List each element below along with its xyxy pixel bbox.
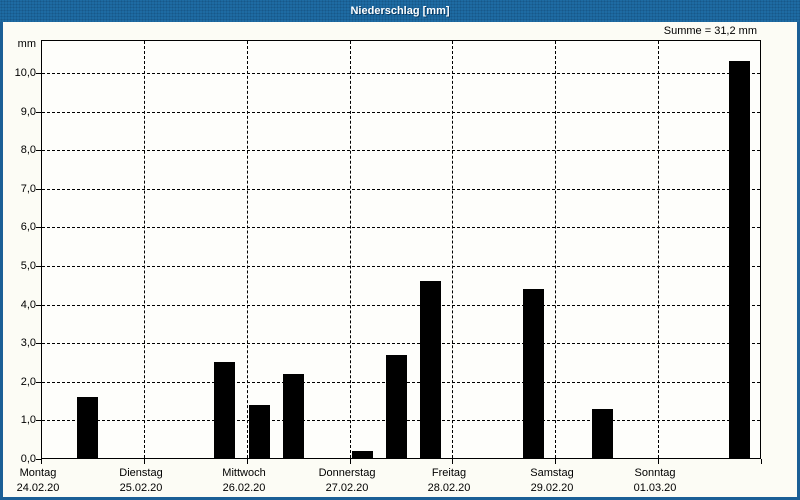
y-gridline: [42, 305, 760, 306]
x-date-label: 27.02.20: [325, 482, 369, 494]
y-tick-label: 1,0: [20, 414, 36, 426]
x-date-label: 25.02.20: [119, 482, 163, 494]
y-tick-label: 6,0: [20, 221, 36, 233]
y-tick-label: 7,0: [20, 183, 36, 195]
y-tick-label: 9,0: [20, 106, 36, 118]
window-titlebar: Niederschlag [mm]: [0, 0, 800, 22]
y-gridline: [42, 150, 760, 151]
bar: [352, 451, 373, 459]
y-gridline: [42, 266, 760, 267]
y-gridline: [42, 189, 760, 190]
y-tick: [36, 112, 41, 113]
bar: [283, 374, 304, 459]
y-tick-label: 0,0: [20, 453, 36, 465]
bar: [523, 289, 544, 459]
y-tick-label: 2,0: [20, 376, 36, 388]
x-date-label: 01.03.20: [633, 482, 677, 494]
x-gridline: [144, 41, 145, 458]
y-tick: [36, 227, 41, 228]
sum-label: Summe = 31,2 mm: [663, 25, 757, 37]
window-border-bottom: [0, 497, 800, 500]
x-day-label: Dienstag: [119, 467, 163, 479]
bar: [729, 61, 750, 459]
window-border-left: [0, 22, 3, 500]
x-tick: [452, 459, 453, 464]
y-tick-label: 3,0: [20, 337, 36, 349]
y-tick: [36, 343, 41, 344]
x-tick: [144, 459, 145, 464]
x-date-label: 29.02.20: [530, 482, 574, 494]
y-tick: [36, 73, 41, 74]
window-border-right: [797, 22, 800, 500]
y-tick: [36, 305, 41, 306]
bar: [420, 281, 441, 459]
x-day-label: Sonntag: [634, 467, 676, 479]
x-gridline: [452, 41, 453, 458]
x-gridline: [555, 41, 556, 458]
y-gridline: [42, 343, 760, 344]
x-tick: [555, 459, 556, 464]
bar: [386, 355, 407, 459]
y-tick: [36, 150, 41, 151]
window-title: Niederschlag [mm]: [350, 5, 450, 17]
y-tick-label: 8,0: [20, 144, 36, 156]
y-axis-unit-label: mm: [17, 38, 36, 50]
y-tick: [36, 266, 41, 267]
y-gridline: [42, 73, 760, 74]
y-tick: [36, 420, 41, 421]
y-tick: [36, 459, 41, 460]
x-tick: [41, 459, 42, 464]
x-day-label: Donnerstag: [318, 467, 376, 479]
x-day-label: Mittwoch: [222, 467, 266, 479]
y-tick-label: 10,0: [14, 67, 36, 79]
x-day-label: Montag: [19, 467, 57, 479]
x-tick: [658, 459, 659, 464]
bar: [592, 409, 613, 459]
bar: [214, 362, 235, 459]
y-tick: [36, 189, 41, 190]
x-date-label: 28.02.20: [427, 482, 471, 494]
x-date-label: 24.02.20: [16, 482, 60, 494]
y-gridline: [42, 227, 760, 228]
bar: [77, 397, 98, 459]
y-tick: [36, 382, 41, 383]
x-tick: [761, 459, 762, 464]
x-gridline: [350, 41, 351, 458]
bar: [249, 405, 270, 459]
x-day-label: Samstag: [530, 467, 574, 479]
x-day-label: Freitag: [431, 467, 467, 479]
x-gridline: [247, 41, 248, 458]
x-tick: [350, 459, 351, 464]
x-tick: [247, 459, 248, 464]
x-gridline: [658, 41, 659, 458]
y-gridline: [42, 112, 760, 113]
y-tick-label: 4,0: [20, 299, 36, 311]
x-date-label: 26.02.20: [222, 482, 266, 494]
y-tick-label: 5,0: [20, 260, 36, 272]
